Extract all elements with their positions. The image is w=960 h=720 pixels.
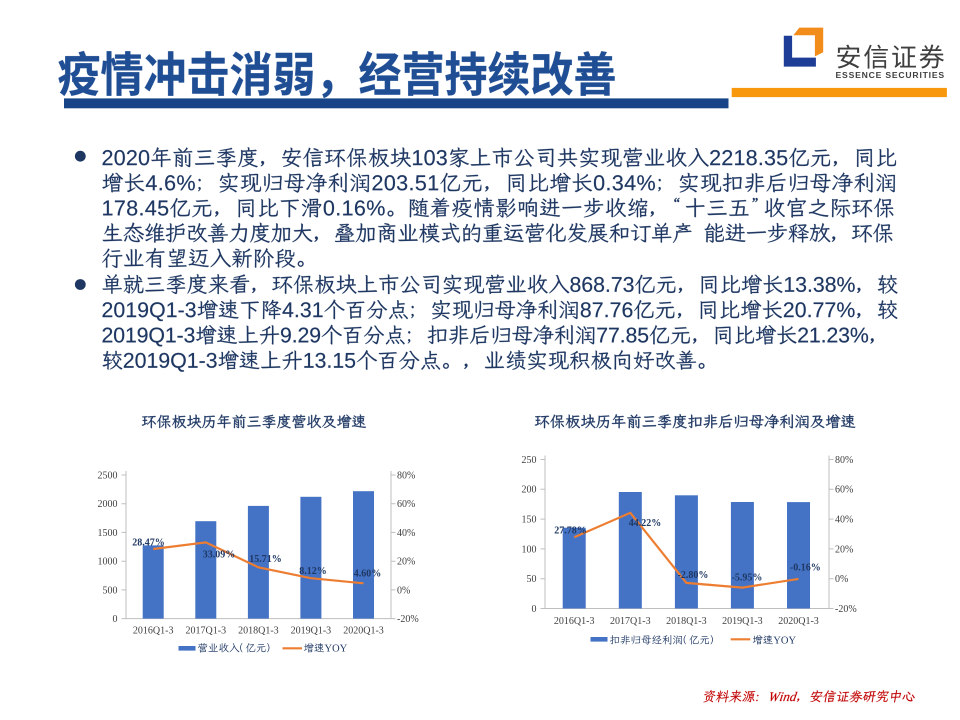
svg-text:250: 250 <box>522 455 537 466</box>
svg-text:200: 200 <box>522 485 537 496</box>
svg-text:1000: 1000 <box>98 557 118 568</box>
svg-text:40%: 40% <box>397 528 415 539</box>
svg-text:20%: 20% <box>397 557 415 568</box>
svg-text:1500: 1500 <box>98 528 118 539</box>
svg-text:2016Q1-3: 2016Q1-3 <box>133 625 174 636</box>
svg-text:2000: 2000 <box>98 499 118 510</box>
svg-text:2500: 2500 <box>98 470 118 481</box>
svg-text:2020Q1-3: 2020Q1-3 <box>343 625 384 636</box>
svg-text:33.09%: 33.09% <box>203 550 236 561</box>
svg-text:80%: 80% <box>835 455 853 466</box>
svg-text:2020Q1-3: 2020Q1-3 <box>778 616 819 627</box>
svg-text:-20%: -20% <box>835 604 857 615</box>
svg-text:2018Q1-3: 2018Q1-3 <box>238 625 279 636</box>
svg-text:0%: 0% <box>835 574 848 585</box>
svg-text:0: 0 <box>532 604 537 615</box>
svg-text:0: 0 <box>113 614 118 625</box>
svg-text:8.12%: 8.12% <box>299 566 327 577</box>
svg-text:2019Q1-3: 2019Q1-3 <box>722 616 763 627</box>
svg-text:27.78%: 27.78% <box>554 526 587 537</box>
svg-text:2018Q1-3: 2018Q1-3 <box>666 616 707 627</box>
svg-text:150: 150 <box>522 515 537 526</box>
svg-text:15.71%: 15.71% <box>249 554 282 565</box>
svg-text:0%: 0% <box>397 585 410 596</box>
svg-text:2019Q1-3: 2019Q1-3 <box>291 625 332 636</box>
svg-text:-5.95%: -5.95% <box>732 573 763 584</box>
svg-text:28.47%: 28.47% <box>132 538 165 549</box>
svg-text:44.22%: 44.22% <box>629 518 662 529</box>
svg-text:4.60%: 4.60% <box>354 569 382 580</box>
svg-text:2017Q1-3: 2017Q1-3 <box>186 625 227 636</box>
svg-text:50: 50 <box>527 574 537 585</box>
svg-text:60%: 60% <box>397 499 415 510</box>
svg-text:40%: 40% <box>835 515 853 526</box>
svg-text:ESSENCE SECURITIES: ESSENCE SECURITIES <box>836 70 945 80</box>
svg-text:500: 500 <box>103 585 118 596</box>
svg-text:-2.80%: -2.80% <box>678 570 709 581</box>
svg-text:2016Q1-3: 2016Q1-3 <box>554 616 595 627</box>
svg-text:2017Q1-3: 2017Q1-3 <box>610 616 651 627</box>
svg-text:80%: 80% <box>397 470 415 481</box>
svg-text:20%: 20% <box>835 544 853 555</box>
svg-text:60%: 60% <box>835 485 853 496</box>
svg-text:100: 100 <box>522 544 537 555</box>
svg-text:-0.16%: -0.16% <box>790 563 821 574</box>
svg-text:-20%: -20% <box>397 614 419 625</box>
